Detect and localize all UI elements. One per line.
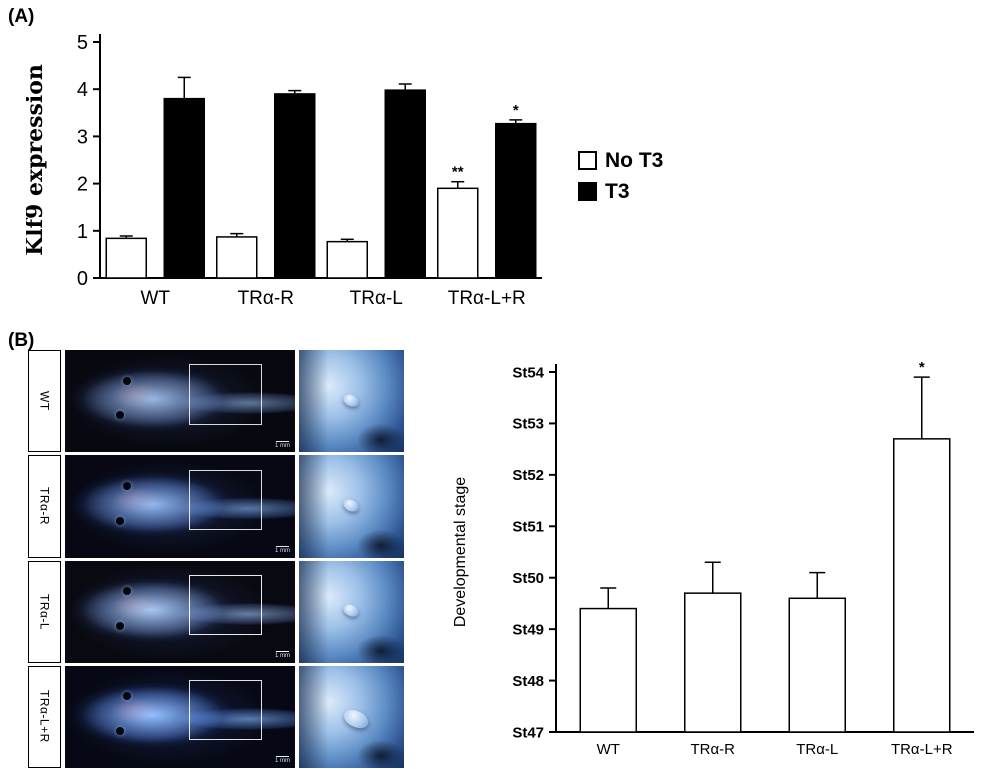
tadpole-zoom-image-tra-l [299,560,404,663]
tadpole-image-tra-l-r: 1 mm [65,665,295,768]
crop-region-box [189,574,263,636]
tadpole-row-wt: WT 1 mm [28,350,404,453]
svg-text:TRα-L+R: TRα-L+R [448,288,526,309]
tadpole-image-tra-l: 1 mm [65,560,295,663]
svg-text:TRα-L+R: TRα-L+R [891,741,953,758]
legend-swatch-no-t3 [578,151,597,170]
svg-text:TRα-L: TRα-L [350,288,403,309]
row-label-wt: WT [28,350,61,453]
svg-text:St54: St54 [512,364,544,381]
row-label-tra-l: TRα-L [28,560,61,663]
svg-text:Klf9 expression: Klf9 expression [26,64,48,256]
legend-label-no-t3: No T3 [605,149,664,172]
svg-text:TRα-R: TRα-R [691,741,736,758]
svg-text:2: 2 [77,174,88,196]
svg-text:*: * [513,102,519,119]
developmental-stage-chart-svg: St47 St48 St49 St50 St51 St52 St53 St54 WT TRα-R T… [452,359,974,758]
crop-region-box [189,364,263,425]
svg-text:St49: St49 [512,621,544,638]
svg-text:TRα-R: TRα-R [238,288,294,309]
svg-text:3: 3 [77,126,88,148]
tadpole-image-wt: 1 mm [65,350,295,453]
scale-bar: 1 mm [275,442,290,449]
legend-item-t3: T3 [578,181,663,202]
crop-region-box [189,469,263,530]
svg-text:4: 4 [77,79,88,101]
scale-bar: 1 mm [275,653,290,660]
row-label-tra-r: TRα-R [28,455,61,558]
tadpole-image-grid: WT 1 mm TRα-R 1 mm TRα-L 1 mm TRα-L+R 1 … [28,350,404,768]
legend-swatch-t3 [578,182,597,201]
tadpole-row-tra-l-r: TRα-L+R 1 mm [28,665,404,768]
tadpole-zoom-image-tra-l-r [299,665,404,768]
svg-text:0: 0 [77,268,88,290]
svg-text:St50: St50 [512,570,544,587]
row-label-tra-l-r: TRα-L+R [28,665,61,768]
klf9-expression-chart: 0 1 2 3 4 5 WT TRα-R TRα-L TRα-L+R ** * Klf9 express… [26,12,550,314]
svg-text:St53: St53 [512,416,544,433]
scale-bar: 1 mm [275,758,290,765]
svg-text:St52: St52 [512,467,544,484]
developmental-stage-chart: St47 St48 St49 St50 St51 St52 St53 St54 WT TRα-R T… [450,352,985,766]
legend-item-no-t3: No T3 [578,150,663,171]
legend-label-t3: T3 [605,180,630,203]
legend: No T3 T3 [578,150,663,202]
svg-text:5: 5 [77,32,88,54]
panel-b-label: (B) [8,330,35,351]
tadpole-zoom-image-wt [299,350,404,453]
svg-text:WT: WT [597,741,620,758]
svg-text:Developmental stage: Developmental stage [452,477,469,627]
crop-region-box [189,680,263,741]
svg-text:St47: St47 [512,724,544,741]
tadpole-zoom-image-tra-r [299,455,404,558]
svg-text:WT: WT [140,288,170,309]
svg-text:St51: St51 [512,519,544,536]
svg-text:St48: St48 [512,673,544,690]
svg-text:TRα-L: TRα-L [796,741,838,758]
svg-text:**: ** [452,164,464,181]
scale-bar: 1 mm [275,547,290,554]
tadpole-image-tra-r: 1 mm [65,455,295,558]
svg-text:*: * [919,359,925,376]
tadpole-row-tra-l: TRα-L 1 mm [28,560,404,663]
svg-text:1: 1 [77,221,88,243]
tadpole-row-tra-r: TRα-R 1 mm [28,455,404,558]
panel-a-label: (A) [8,6,35,27]
